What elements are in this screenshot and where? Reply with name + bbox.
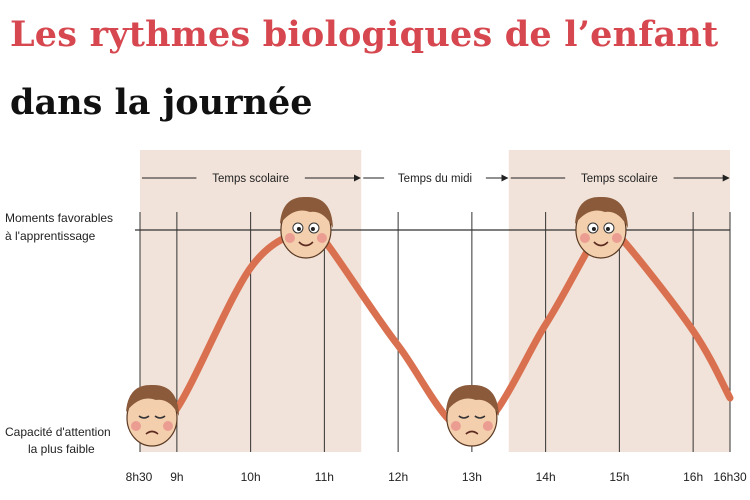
face-hair (126, 384, 179, 416)
face-hair (445, 384, 499, 416)
x-tick-label-14h: 14h (536, 470, 556, 484)
face-cheek-left (450, 421, 461, 431)
tired-child-face-icon-2 (445, 384, 499, 447)
face-cheek-left (579, 233, 590, 243)
face-mouth-frown (465, 430, 479, 435)
x-tick-label-13h: 13h (462, 470, 482, 484)
face-mouth-smile (298, 241, 314, 247)
face-cheek-right (482, 421, 493, 431)
face-eye-left-closed (138, 415, 150, 419)
face-hair (574, 196, 628, 228)
face-eye-left-closed (458, 415, 470, 419)
face-mouth-frown (145, 430, 159, 435)
face-pupil-right (605, 227, 610, 231)
x-tick-label-16h30: 16h30 (713, 470, 747, 484)
x-tick-label-16h: 16h (683, 470, 703, 484)
face-cheek-left (131, 421, 141, 431)
face-pupil-left (296, 227, 301, 231)
face-hair (279, 196, 333, 228)
face-pupil-left (591, 227, 596, 231)
y-label-weak-line1: Capacité d'attention (5, 425, 111, 439)
period-label-2: Temps scolaire (581, 173, 658, 185)
tired-child-face-icon-0 (126, 384, 179, 447)
face-cheek-right (316, 233, 327, 243)
face-cheek-right (611, 233, 622, 243)
chart-subtitle: dans la journée (10, 82, 313, 123)
face-pupil-right (310, 227, 315, 231)
x-tick-label-15h: 15h (609, 470, 629, 484)
face-cheek-right (163, 421, 173, 431)
chart-title: Les rythmes biologiques de l’enfant (10, 14, 719, 55)
awake-child-face-icon-1 (279, 196, 333, 259)
y-label-weak-line2: la plus faible (28, 442, 95, 456)
y-label-favorable-line2: à l'apprentissage (5, 229, 96, 243)
face-eye-right-closed (154, 415, 166, 419)
period-label-0: Temps scolaire (212, 173, 289, 185)
period-label-1: Temps du midi (398, 173, 472, 185)
face-eye-right-closed (474, 415, 486, 419)
awake-child-face-icon-3 (574, 196, 628, 259)
face-mouth-smile (593, 241, 609, 247)
x-tick-label-9h: 9h (170, 470, 183, 484)
y-label-favorable-line1: Moments favorables (5, 211, 113, 225)
x-tick-label-12h: 12h (388, 470, 408, 484)
x-tick-label-11h: 11h (315, 470, 334, 484)
x-tick-label-8h30: 8h30 (126, 470, 153, 484)
face-cheek-left (284, 233, 295, 243)
x-tick-label-10h: 10h (241, 470, 261, 484)
